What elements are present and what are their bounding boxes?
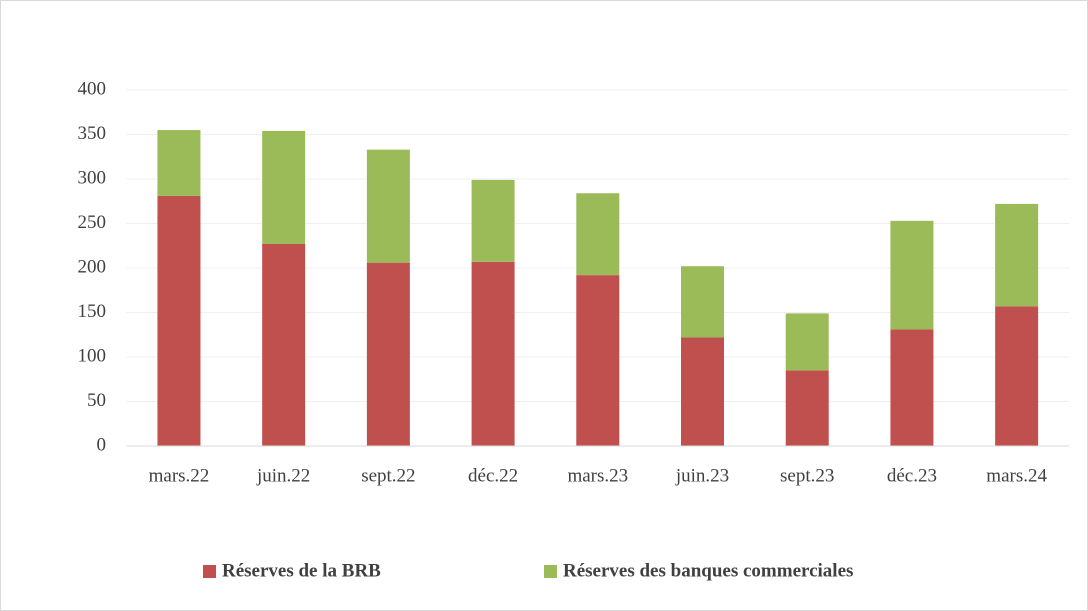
x-tick-label: mars.23 [567, 465, 628, 486]
bar-segment [890, 329, 934, 446]
y-tick-label: 200 [78, 256, 107, 277]
bar-segment [366, 262, 410, 446]
legend-swatch [544, 565, 557, 578]
bar-segment [785, 313, 829, 371]
y-tick-label: 0 [97, 434, 107, 455]
x-tick-label: déc.22 [468, 465, 518, 486]
y-tick-label: 300 [78, 167, 107, 188]
legend-label: Réserves des banques commerciales [563, 560, 853, 581]
x-tick-label: sept.22 [361, 465, 415, 486]
x-tick-label: mars.22 [149, 465, 210, 486]
bar-segment [681, 266, 725, 338]
y-tick-label: 150 [78, 301, 107, 322]
y-tick-label: 50 [87, 390, 106, 411]
bar-segment [262, 243, 306, 446]
x-tick-label: juin.23 [675, 465, 729, 486]
bar-segment [471, 179, 515, 262]
bar-segment [995, 306, 1039, 446]
y-tick-label: 100 [78, 345, 107, 366]
bar-segment [471, 261, 515, 446]
bar-segment [157, 130, 201, 196]
x-tick-label: déc.23 [887, 465, 937, 486]
bar-segment [576, 275, 620, 446]
legend-label: Réserves de la BRB [222, 560, 381, 581]
x-tick-label: juin.22 [256, 465, 310, 486]
y-tick-label: 250 [78, 212, 107, 233]
y-tick-label: 350 [78, 123, 107, 144]
bar-segment [890, 220, 934, 330]
y-tick-label: 400 [78, 78, 107, 99]
legend-swatch [203, 565, 216, 578]
x-tick-label: sept.23 [780, 465, 834, 486]
bar-segment [576, 193, 620, 276]
bar-segment [157, 195, 201, 446]
bar-segment [785, 370, 829, 446]
bar-segment [995, 203, 1039, 307]
x-tick-label: mars.24 [986, 465, 1047, 486]
bar-segment [262, 130, 306, 244]
bar-segment [681, 337, 725, 446]
bar-segment [366, 149, 410, 263]
